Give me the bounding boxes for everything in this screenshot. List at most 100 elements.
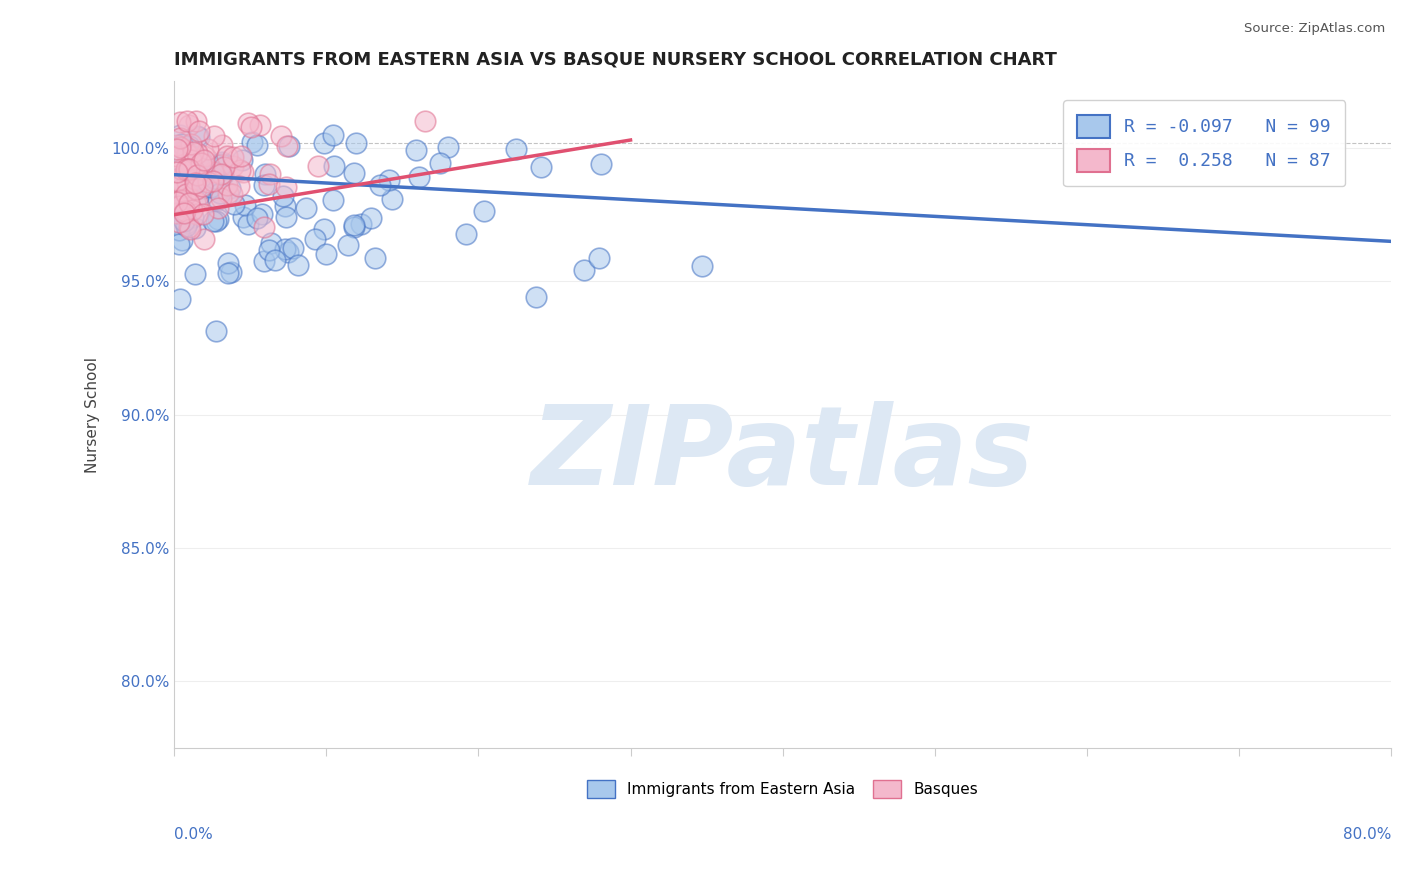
Point — [690, 260, 713, 274]
Point — [174, 187, 197, 202]
Point — [172, 196, 194, 211]
Point — [252, 253, 274, 268]
Point — [231, 153, 253, 167]
Point — [180, 153, 202, 167]
Point — [350, 217, 373, 231]
Point — [342, 166, 364, 180]
Point — [274, 210, 297, 224]
Point — [202, 165, 225, 179]
Point — [205, 324, 228, 338]
Point — [184, 172, 207, 186]
Point — [228, 179, 250, 194]
Point — [344, 136, 367, 151]
Point — [190, 156, 212, 170]
Point — [343, 219, 366, 234]
Point — [181, 210, 204, 224]
Point — [205, 214, 228, 228]
Point — [179, 138, 201, 153]
Point — [323, 159, 346, 173]
Point — [170, 180, 193, 194]
Point — [270, 128, 292, 143]
Point — [378, 173, 401, 187]
Point — [176, 163, 198, 178]
Point — [179, 161, 201, 175]
Point — [186, 194, 208, 209]
Point — [184, 114, 207, 128]
Point — [474, 204, 496, 219]
Point — [222, 159, 245, 173]
Point — [304, 232, 326, 246]
Point — [201, 173, 224, 187]
Point — [187, 130, 209, 145]
Point — [253, 178, 276, 193]
Text: Source: ZipAtlas.com: Source: ZipAtlas.com — [1244, 22, 1385, 36]
Point — [233, 198, 256, 212]
Point — [173, 205, 195, 219]
Point — [276, 180, 298, 194]
Point — [253, 167, 276, 181]
Point — [529, 161, 551, 175]
Point — [184, 221, 207, 235]
Text: ZIPatlas: ZIPatlas — [530, 401, 1035, 508]
Point — [360, 211, 382, 225]
Point — [190, 174, 212, 188]
Point — [574, 263, 596, 277]
Point — [193, 149, 215, 163]
Point — [505, 142, 527, 156]
Point — [273, 189, 295, 203]
Point — [217, 186, 239, 200]
Point — [250, 206, 273, 220]
Point — [186, 128, 208, 143]
Text: 0.0%: 0.0% — [174, 827, 214, 841]
Point — [217, 266, 239, 280]
Point — [263, 253, 285, 268]
Point — [190, 152, 212, 166]
Point — [180, 136, 202, 151]
Point — [207, 201, 229, 215]
Point — [312, 221, 335, 235]
Point — [229, 162, 252, 177]
Point — [274, 199, 297, 213]
Point — [246, 211, 269, 225]
Point — [179, 173, 201, 187]
Point — [259, 168, 281, 182]
Point — [170, 193, 193, 207]
Point — [193, 153, 215, 167]
Point — [193, 157, 215, 171]
Point — [181, 166, 204, 180]
Point — [177, 161, 200, 176]
Point — [166, 165, 188, 179]
Point — [249, 118, 271, 132]
Point — [173, 205, 195, 219]
Point — [167, 215, 190, 229]
Point — [167, 171, 190, 186]
Point — [181, 145, 204, 160]
Point — [174, 204, 197, 219]
Point — [413, 114, 436, 128]
Point — [184, 182, 207, 196]
Point — [207, 192, 229, 206]
Point — [179, 195, 201, 210]
Point — [176, 189, 198, 203]
Point — [381, 192, 404, 206]
Point — [212, 168, 235, 182]
Point — [172, 137, 194, 152]
Point — [167, 199, 190, 213]
Point — [217, 255, 239, 269]
Point — [169, 128, 191, 142]
Point — [176, 146, 198, 161]
Point — [191, 207, 214, 221]
Point — [179, 118, 201, 132]
Point — [176, 175, 198, 189]
Point — [169, 162, 191, 177]
Point — [222, 149, 245, 163]
Point — [176, 114, 198, 128]
Point — [169, 139, 191, 153]
Point — [212, 160, 235, 174]
Point — [229, 149, 252, 163]
Point — [278, 139, 301, 153]
Point — [259, 235, 281, 250]
Point — [240, 135, 263, 149]
Point — [180, 202, 202, 217]
Point — [167, 145, 190, 160]
